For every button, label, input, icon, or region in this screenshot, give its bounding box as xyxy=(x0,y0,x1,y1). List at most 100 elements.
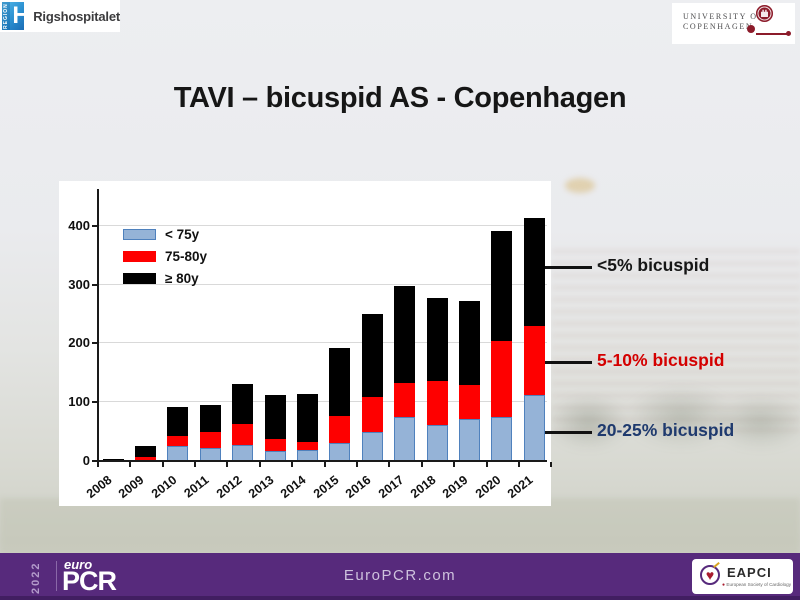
bar-segment xyxy=(426,381,448,425)
x-axis-tick xyxy=(420,462,423,467)
bar-segment xyxy=(491,341,513,417)
bar-segment xyxy=(232,444,254,461)
x-axis-line xyxy=(97,460,547,462)
y-axis-line xyxy=(97,189,99,462)
bar-segment xyxy=(523,326,545,396)
legend-swatch xyxy=(123,250,156,262)
bar-segment xyxy=(458,418,480,461)
x-axis-tick xyxy=(258,462,261,467)
chart-legend: < 75y 75-80y ≥ 80y xyxy=(123,223,207,289)
bar-segment xyxy=(264,395,286,440)
callout-label-lt5-bicuspid: <5% bicuspid xyxy=(597,255,710,275)
callout-line-blue-segment xyxy=(540,431,592,434)
x-axis-tick xyxy=(518,462,520,467)
bar-segment xyxy=(167,436,189,447)
bar-segment xyxy=(134,457,156,461)
university-seal-icon xyxy=(756,5,773,22)
x-axis-tick xyxy=(194,462,196,467)
y-axis-tick xyxy=(92,342,98,345)
bar-segment xyxy=(329,348,351,417)
university-line1: UNIVERSITY OF xyxy=(683,12,764,21)
bar-segment xyxy=(329,416,351,444)
x-axis-tick xyxy=(96,462,99,467)
university-seal-dot-small xyxy=(786,31,791,36)
gridline xyxy=(98,342,547,344)
university-seal-dot-medium xyxy=(747,25,755,33)
gridline xyxy=(98,283,547,285)
bar-segment xyxy=(458,301,480,385)
callout-line-black-segment xyxy=(540,266,592,269)
bar-segment xyxy=(232,423,254,445)
university-of-copenhagen-logo: UNIVERSITY OF COPENHAGEN xyxy=(672,3,795,44)
gridline xyxy=(98,401,547,403)
bar-segment xyxy=(458,384,480,419)
legend-row: ≥ 80y xyxy=(123,267,207,289)
bar-segment xyxy=(426,298,448,382)
y-axis-label: 400 xyxy=(68,217,90,233)
background-crane-blob xyxy=(565,178,595,193)
legend-label: 75-80y xyxy=(165,248,208,264)
eapci-subtitle: European Society of Cardiology xyxy=(722,582,791,588)
bar-segment xyxy=(523,217,545,327)
y-axis-label: 100 xyxy=(68,394,90,410)
x-axis-tick xyxy=(129,462,132,467)
eapci-name: EAPCI xyxy=(727,565,772,580)
rigshospitalet-name: Rigshospitalet xyxy=(33,8,120,24)
legend-swatch xyxy=(123,228,156,240)
bar-segment xyxy=(167,407,189,437)
chart-panel: 0 100 200 300 400 2008 2009 2010 2011 2012 2013 201… xyxy=(59,181,553,506)
bar-segment xyxy=(102,458,124,461)
bar-segment xyxy=(167,446,189,461)
gridline xyxy=(98,224,547,226)
x-axis-tick xyxy=(356,462,358,467)
legend-row: < 75y xyxy=(123,223,207,245)
bar-segment xyxy=(491,416,513,461)
university-line2: COPENHAGEN xyxy=(683,22,754,31)
callout-line-red-segment xyxy=(540,361,592,364)
bar-segment xyxy=(394,382,416,417)
region-label: REGION xyxy=(2,2,10,30)
bar-segment xyxy=(232,383,254,424)
eapci-heart-icon: ♥ xyxy=(700,565,720,585)
bar-segment xyxy=(296,393,318,443)
bar-segment xyxy=(361,397,383,432)
bar-segment xyxy=(523,395,545,461)
footer-bar: 2022 euro PCR EuroPCR.com ♥ EAPCI Europe… xyxy=(0,553,800,600)
y-axis-tick xyxy=(92,401,98,404)
eapci-logo-box: ♥ EAPCI European Society of Cardiology xyxy=(692,559,793,594)
bar-segment xyxy=(296,442,318,451)
bar-segment xyxy=(329,443,351,461)
y-axis-label: 300 xyxy=(68,276,90,292)
bar-segment xyxy=(199,405,221,433)
legend-label: < 75y xyxy=(165,226,200,242)
y-axis-tick xyxy=(92,283,98,286)
y-axis-label: 200 xyxy=(68,335,90,351)
x-axis-tick xyxy=(550,462,553,467)
bar-segment xyxy=(491,230,513,342)
y-axis-tick xyxy=(92,460,98,462)
bar-segment xyxy=(394,285,416,383)
europcr-logo-pcr: PCR xyxy=(62,566,117,596)
region-h-icon: REGION H xyxy=(2,2,30,30)
x-axis-tick xyxy=(161,462,164,467)
x-axis-tick xyxy=(323,462,326,467)
y-axis-tick xyxy=(92,224,98,227)
university-logo-text: UNIVERSITY OF COPENHAGEN xyxy=(683,12,764,32)
region-h-letter: H xyxy=(12,2,30,29)
footer-divider xyxy=(56,561,57,591)
bar-segment xyxy=(426,424,448,461)
bar-segment xyxy=(199,432,221,449)
bar-segment xyxy=(264,439,286,451)
x-axis-tick xyxy=(453,462,456,467)
europcr-logo-euro: euro xyxy=(64,557,93,572)
bar-segment xyxy=(134,445,156,458)
slide-title: TAVI – bicuspid AS - Copenhagen xyxy=(173,82,627,114)
x-axis-tick xyxy=(291,462,294,467)
rigshospitalet-logo: REGION H Rigshospitalet xyxy=(0,0,120,32)
bar-segment xyxy=(394,416,416,461)
y-axis-label: 0 xyxy=(82,453,90,468)
x-axis-tick xyxy=(226,462,229,467)
legend-row: 75-80y xyxy=(123,245,207,267)
x-axis-tick xyxy=(388,462,391,467)
